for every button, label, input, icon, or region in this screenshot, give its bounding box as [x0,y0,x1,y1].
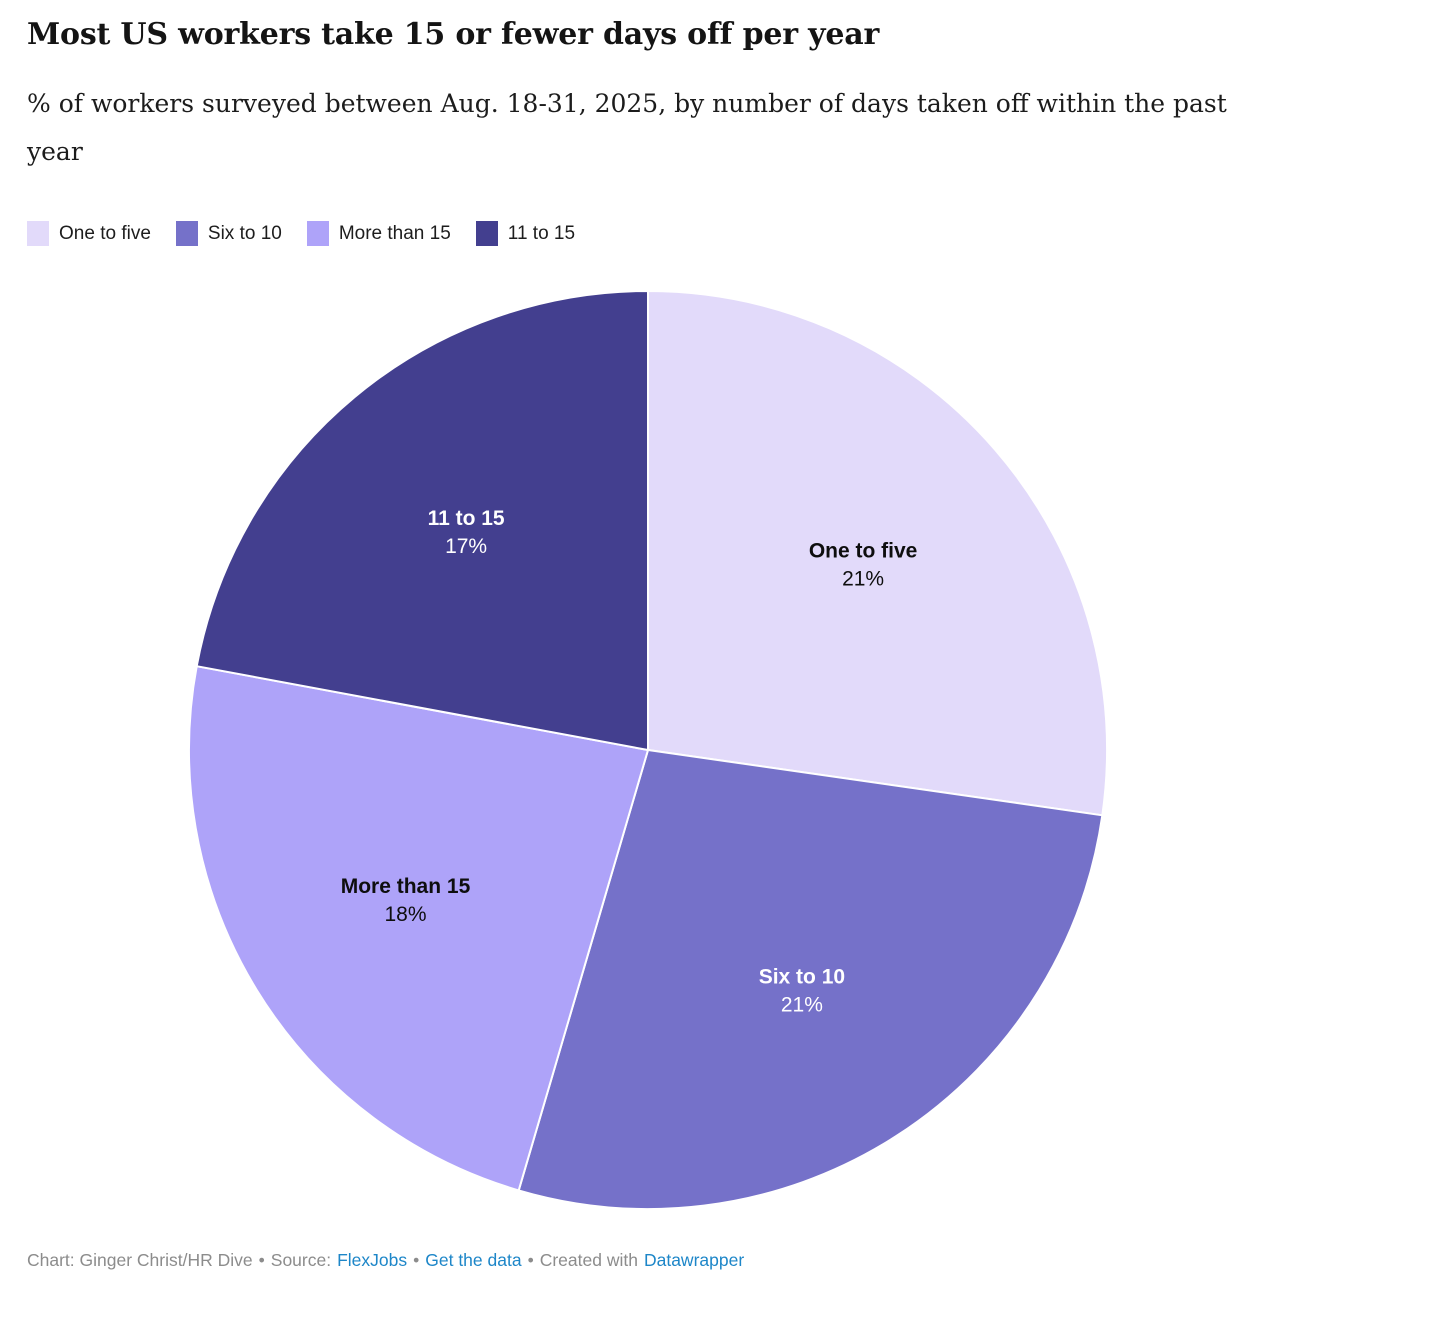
footer: Chart: Ginger Christ/HR Dive • Source: Flex… [27,1250,744,1271]
footer-source-label: Source: [270,1250,332,1270]
pie-label-six-to-10: Six to 10 21% [759,965,845,1016]
footer-created-with: Created with [539,1250,638,1270]
footer-bullet: • [413,1250,420,1270]
legend-label: More than 15 [338,222,451,244]
datawrapper-link[interactable]: Datawrapper [643,1250,745,1270]
pie-chart: One to five 21% Six to 10 21% More than 15 18… [188,290,1108,1210]
legend-swatch-11-to-15 [475,221,498,246]
chart-subtitle: % of workers surveyed between Aug. 18-31… [27,89,1227,166]
legend-label: One to five [59,222,151,244]
pie-label-11-to-15: 11 to 15 17% [428,507,505,558]
legend-item-one-to-five: One to five [27,221,151,246]
source-link[interactable]: FlexJobs [337,1250,408,1270]
legend-swatch-more-than-15 [306,221,329,246]
legend-label: Six to 10 [207,222,282,244]
footer-credit: Chart: Ginger Christ/HR Dive [27,1250,253,1270]
pie-slice-more-than-15[interactable] [188,665,649,1192]
pie-label-more-than-15: More than 15 18% [341,875,471,926]
legend-item-more-than-15: More than 15 [306,221,451,246]
pie-slice-six-to-10[interactable] [517,749,1104,1210]
pie-label-one-to-five: One to five 21% [809,540,918,591]
footer-bullet: • [527,1250,534,1270]
legend-swatch-six-to-10 [175,221,198,246]
legend-label: 11 to 15 [507,222,576,244]
legend-swatch-one-to-five [27,221,49,246]
legend-item-six-to-10: Six to 10 [175,221,282,246]
legend: One to five Six to 10 More than 15 11 to 15 [27,221,575,246]
pie-slice-one-to-five[interactable] [647,290,1108,817]
footer-bullet: • [258,1250,265,1270]
chart-title: Most US workers take 15 or fewer days of… [27,17,880,52]
legend-item-11-to-15: 11 to 15 [475,221,576,246]
pie-slice-11-to-15[interactable] [195,290,649,751]
get-the-data-link[interactable]: Get the data [425,1250,522,1270]
